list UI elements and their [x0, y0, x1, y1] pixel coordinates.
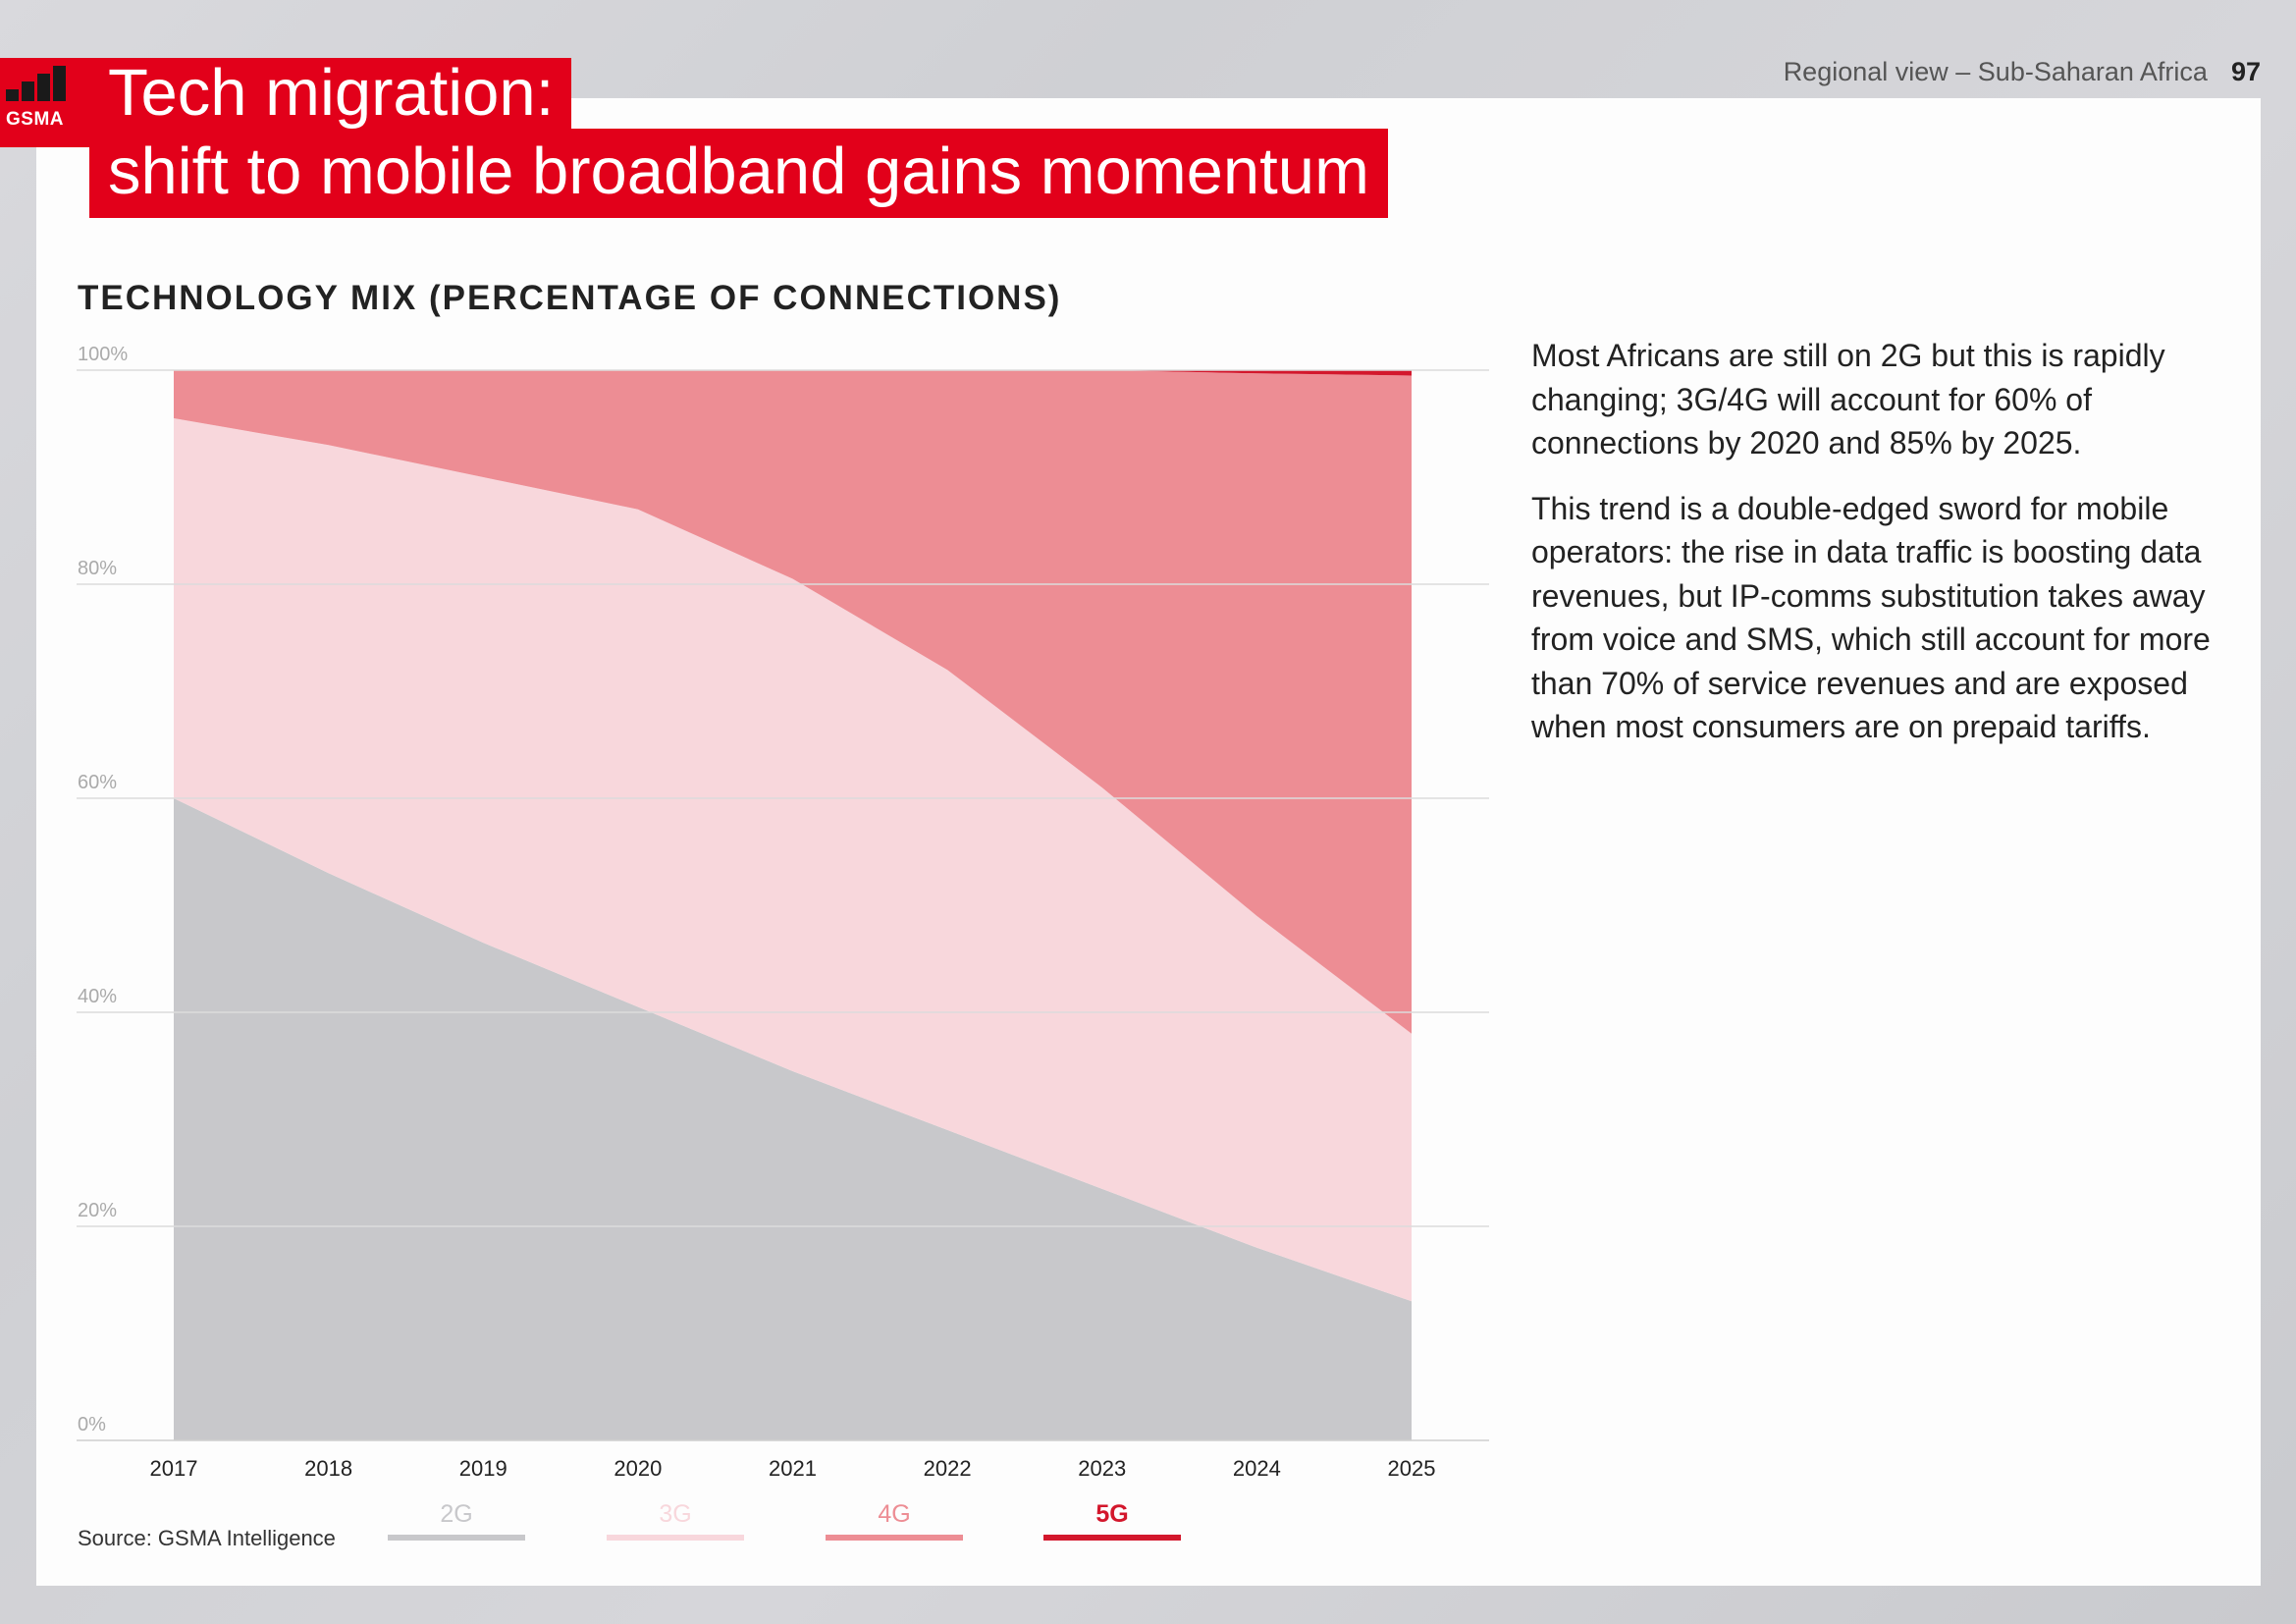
- area-3g: [174, 418, 1412, 1302]
- x-tick-label: 2024: [1233, 1456, 1281, 1481]
- x-tick-label: 2023: [1078, 1456, 1126, 1481]
- legend-swatch: [826, 1535, 963, 1541]
- y-tick-label: 40%: [78, 986, 117, 1007]
- x-tick-label: 2019: [459, 1456, 507, 1481]
- gsma-logo: GSMA: [0, 58, 89, 147]
- chart-title: TECHNOLOGY MIX (PERCENTAGE OF CONNECTION…: [78, 279, 1062, 317]
- body-text: Most Africans are still on 2G but this i…: [1531, 334, 2218, 771]
- x-tick-label: 2021: [769, 1456, 817, 1481]
- y-tick-label: 0%: [78, 1414, 106, 1435]
- area-4g: [174, 370, 1412, 1034]
- legend-label: 2G: [440, 1500, 473, 1528]
- y-tick-label: 60%: [78, 772, 117, 793]
- source-note: Source: GSMA Intelligence: [78, 1526, 336, 1550]
- section-name: Regional view – Sub-Saharan Africa: [1783, 57, 2208, 86]
- running-header: Regional view – Sub-Saharan Africa 97: [1784, 57, 2261, 87]
- x-tick-label: 2025: [1388, 1456, 1436, 1481]
- y-tick-label: 100%: [78, 344, 128, 365]
- body-paragraph-1: Most Africans are still on 2G but this i…: [1531, 338, 2165, 460]
- legend-item-2g: 2G: [388, 1500, 525, 1541]
- area-2g: [174, 798, 1412, 1440]
- legend-item-4g: 4G: [826, 1500, 963, 1541]
- legend-swatch: [388, 1535, 525, 1541]
- gsma-logo-mark: [6, 66, 66, 101]
- legend-label: 3G: [659, 1500, 692, 1528]
- y-tick-label: 80%: [78, 558, 117, 579]
- x-tick-label: 2022: [924, 1456, 972, 1481]
- logo-text: GSMA: [6, 109, 64, 130]
- legend-swatch: [1043, 1535, 1181, 1541]
- page-title-line1: Tech migration:: [89, 58, 572, 129]
- x-tick-label: 2018: [304, 1456, 352, 1481]
- legend-item-5g: 5G: [1043, 1500, 1181, 1541]
- body-paragraph-2: This trend is a double-edged sword for m…: [1531, 490, 2211, 745]
- page-title-line2: shift to mobile broadband gains momentum: [89, 129, 1388, 218]
- legend-label: 4G: [878, 1500, 911, 1528]
- x-tick-label: 2020: [614, 1456, 662, 1481]
- legend-swatch: [607, 1535, 744, 1541]
- x-tick-label: 2017: [150, 1456, 198, 1481]
- legend-label: 5G: [1095, 1500, 1129, 1528]
- legend-item-3g: 3G: [607, 1500, 744, 1541]
- y-tick-label: 20%: [78, 1200, 117, 1221]
- page-number: 97: [2230, 57, 2261, 86]
